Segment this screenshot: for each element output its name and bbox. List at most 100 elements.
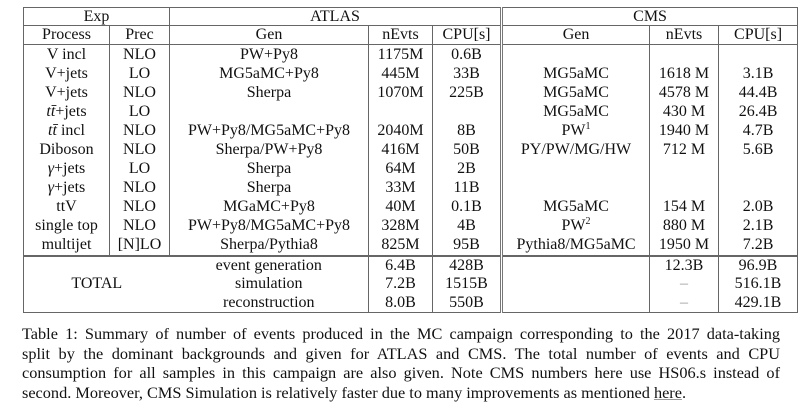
cms-cpu-cell: 2.0B (718, 197, 799, 217)
cms-nevts-cell: 1940 M (649, 121, 720, 141)
cms-nevts-header: nEvts (649, 25, 720, 45)
process-text: +jets (55, 102, 87, 120)
cms-nevts-cell: 880 M (649, 216, 720, 236)
cms-nevts-cell: 1950 M (649, 235, 720, 256)
total-row: simulation 7.2B 1515B –516.1B (24, 275, 799, 294)
exp-header: Exp (23, 7, 170, 26)
cms-nevts-cell (649, 44, 720, 65)
atlas-nevts-total: 6.4B (368, 256, 434, 276)
cms-gen-total (500, 293, 651, 313)
cms-gen-text: PW (561, 121, 586, 139)
caption-line: Table 1: Summary of number of events pro… (22, 324, 780, 343)
atlas-cpu-cell: 2B (431, 159, 503, 179)
cms-gen-text: MG5aMC (543, 83, 609, 101)
prec-cell: LO (109, 64, 170, 84)
mc-campaign-table: Exp ATLAS CMS Process Prec Gen nEvts CPU… (23, 7, 799, 257)
process-text: ttV (56, 198, 77, 216)
caption-text: second. Moreover, CMS Simulation is rela… (22, 382, 654, 402)
atlas-nevts-cell: 416M (368, 140, 433, 160)
atlas-cpu-cell: 0.6B (431, 44, 503, 65)
prec-header: Prec (109, 25, 170, 45)
cms-gen-text: MG5aMC (543, 198, 609, 216)
prec-cell: NLO (109, 121, 170, 141)
atlas-nevts-cell: 328M (368, 216, 433, 236)
table-row: tt̄ incl NLO PW+Py8/MG5aMC+Py8 2040M 8B PW1 19… (23, 121, 799, 141)
process-math: tt̄ (46, 102, 56, 120)
cms-nevts-cell: 154 M (649, 197, 720, 217)
process-cell: ttV (23, 197, 110, 217)
group-header-row: Exp ATLAS CMS (23, 7, 799, 26)
atlas-gen-cell: PW+Py8/MG5aMC+Py8 (169, 216, 369, 236)
prec-cell: LO (109, 102, 170, 122)
process-cell: γ+jets (23, 178, 110, 198)
atlas-nevts-cell: 33M (368, 178, 433, 198)
cms-cpu-header: CPU[s] (718, 25, 799, 45)
atlas-nevts-cell: 445M (368, 64, 433, 84)
cms-gen-cell: MG5aMC (500, 64, 651, 84)
cms-nevts-total: 12.3B (649, 256, 720, 276)
atlas-nevts-cell: 40M (368, 197, 433, 217)
cms-cpu-cell (718, 178, 799, 198)
cms-gen-text: MG5aMC (543, 102, 609, 120)
atlas-gen-cell: MGaMC+Py8 (169, 197, 369, 217)
prec-cell: NLO (109, 140, 170, 160)
here-link[interactable]: here (653, 382, 682, 402)
stage-cell: reconstruction (169, 293, 370, 313)
cms-cpu-total: 429.1B (718, 293, 799, 313)
cms-nevts-cell: 4578 M (649, 83, 720, 103)
caption-line: split by the dominant backgrounds and gi… (22, 343, 780, 363)
atlas-header: ATLAS (168, 7, 503, 26)
process-cell: tt̄ incl (23, 121, 110, 141)
stage-cell: simulation (169, 275, 370, 294)
cms-gen-header: Gen (500, 25, 651, 45)
atlas-cpu-total: 550B (432, 293, 503, 313)
process-cell: single top (23, 216, 110, 236)
cms-cpu-total: 96.9B (718, 256, 799, 276)
prec-cell: [N]LO (109, 235, 170, 256)
cms-gen-cell (500, 178, 651, 198)
table-row: multijet [N]LO Sherpa/Pythia8 825M 95B Pythia… (23, 235, 799, 256)
atlas-nevts-header: nEvts (368, 25, 433, 45)
total-row: reconstruction 8.0B 550B –429.1B (24, 293, 799, 313)
atlas-gen-cell: PW+Py8/MG5aMC+Py8 (169, 121, 369, 141)
cms-gen-cell: PY/PW/MG/HW (500, 140, 651, 160)
process-header: Process (23, 25, 110, 45)
process-text: incl (56, 121, 85, 139)
cms-gen-cell: Pythia8/MG5aMC (500, 235, 651, 256)
cms-nevts-total: – (649, 293, 720, 313)
atlas-gen-cell: Sherpa (169, 178, 369, 198)
process-text: +jets (54, 179, 86, 197)
atlas-cpu-total: 1515B (432, 275, 503, 294)
process-cell: γ+jets (23, 159, 110, 179)
cms-cpu-cell: 5.6B (718, 140, 799, 160)
cms-nevts-total: – (649, 275, 720, 294)
atlas-cpu-cell: 33B (431, 64, 503, 84)
atlas-nevts-cell: 64M (368, 159, 433, 179)
cms-cpu-cell (718, 159, 799, 179)
atlas-cpu-cell: 0.1B (431, 197, 503, 217)
cms-gen-text: PY/PW/MG/HW (520, 141, 632, 159)
cms-cpu-cell (718, 44, 799, 65)
cms-gen-text: PW (561, 217, 586, 235)
prec-cell: NLO (109, 83, 170, 103)
totals-table: TOTAL event generation 6.4B 428B 12.3B 96.9B s… (22, 256, 799, 313)
process-cell: V+jets (23, 83, 110, 103)
atlas-cpu-cell: 11B (431, 178, 503, 198)
table-row: V+jets LO MG5aMC+Py8 445M 33B MG5aMC 1618 M 3.1… (23, 64, 799, 84)
table-row: single top NLO PW+Py8/MG5aMC+Py8 328M 4B PW2 8… (23, 216, 799, 236)
process-text: single top (35, 217, 98, 235)
process-text: Diboson (39, 141, 94, 159)
cms-nevts-cell: 712 M (649, 140, 720, 160)
cms-cpu-cell: 7.2B (718, 235, 799, 256)
cms-gen-total (500, 256, 651, 276)
atlas-cpu-total: 428B (432, 256, 503, 276)
process-math: γ (47, 179, 55, 197)
atlas-cpu-cell: 95B (431, 235, 503, 256)
atlas-cpu-cell (431, 102, 503, 122)
process-cell: multijet (23, 235, 110, 256)
prec-cell: NLO (109, 197, 170, 217)
atlas-gen-cell: PW+Py8 (169, 44, 369, 65)
process-math: γ (47, 160, 55, 178)
process-cell: V incl (23, 44, 110, 65)
atlas-gen-cell: Sherpa (169, 83, 369, 103)
